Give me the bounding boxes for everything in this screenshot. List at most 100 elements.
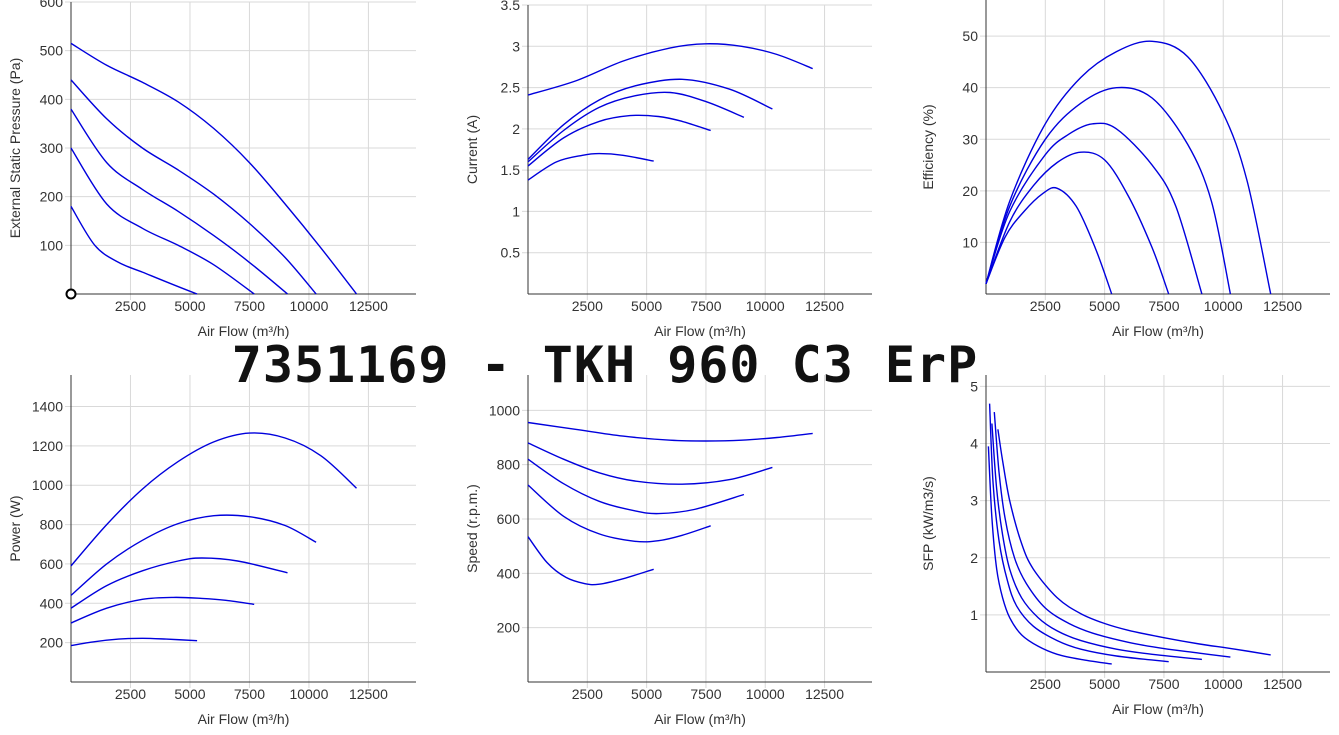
y-tick-label: 300: [40, 140, 64, 156]
speed-curve-1: [527, 421, 813, 442]
pressure-curve-2: [70, 79, 317, 295]
x-axis-label: Air Flow (m³/h): [198, 323, 290, 339]
y-axis-label: Efficiency (%): [920, 104, 936, 189]
x-tick-label: 7500: [234, 686, 265, 702]
x-tick-label: 12500: [805, 686, 844, 702]
power-curve-3: [70, 557, 288, 609]
current-curve-1: [527, 43, 813, 96]
pressure-chart: 2500 5000 7500 10000 12500 100 200 300 400 500 600…: [7, 0, 416, 339]
efficiency-chart: 2500 5000 7500 10000 12500 10 20 30 40 50 Air Flow…: [920, 0, 1330, 339]
speed-curve-2: [527, 442, 773, 485]
speed-curve-4: [527, 484, 711, 543]
y-tick-label: 100: [40, 237, 64, 253]
y-tick-label: 50: [962, 28, 978, 44]
x-axis-label: Air Flow (m³/h): [1112, 323, 1204, 339]
y-tick-label: 1.5: [501, 162, 521, 178]
y-tick-label: 800: [40, 517, 64, 533]
y-tick-label: 30: [962, 131, 978, 147]
sfp-curve-1: [997, 429, 1271, 656]
speed-chart: 2500 5000 7500 10000 12500 200 400 600 800 1000 Ai…: [464, 375, 872, 727]
x-tick-label: 7500: [234, 298, 265, 314]
pressure-curve-1: [70, 42, 358, 295]
y-tick-label: 2: [512, 121, 520, 137]
power-curve-2: [70, 514, 317, 596]
y-tick-label: 600: [40, 0, 64, 10]
x-tick-label: 7500: [1148, 298, 1179, 314]
y-tick-label: 2.5: [501, 80, 521, 96]
y-tick-label: 1: [512, 203, 520, 219]
x-tick-label: 5000: [174, 298, 205, 314]
sfp-curve-3: [991, 423, 1202, 661]
y-tick-label: 1200: [32, 438, 63, 454]
sfp-curve-4: [988, 403, 1169, 663]
operating-point-marker[interactable]: [65, 288, 77, 300]
y-axis-label: Speed (r.p.m.): [464, 484, 480, 573]
y-tick-label: 3: [970, 493, 978, 509]
page-title: 7351169 - TKH 960 C3 ErP: [231, 336, 979, 394]
x-tick-label: 10000: [1204, 676, 1243, 692]
y-tick-label: 10: [962, 234, 978, 250]
x-tick-label: 2500: [115, 686, 146, 702]
x-axis-label: Air Flow (m³/h): [198, 711, 290, 727]
y-tick-label: 800: [497, 457, 521, 473]
current-curve-4: [527, 114, 711, 167]
x-tick-label: 12500: [349, 686, 388, 702]
efficiency-curve-1: [985, 40, 1272, 295]
x-tick-label: 7500: [690, 686, 721, 702]
pressure-curve-4: [70, 147, 255, 295]
current-curve-2: [527, 78, 773, 160]
efficiency-curve-5: [985, 186, 1113, 295]
current-curve-5: [527, 152, 654, 181]
y-axis-label: SFP (kW/m3/s): [920, 476, 936, 571]
power-curve-1: [70, 432, 357, 567]
x-tick-label: 12500: [349, 298, 388, 314]
x-tick-label: 10000: [1204, 298, 1243, 314]
speed-curve-5: [527, 536, 654, 586]
y-axis-label: External Static Pressure (Pa): [7, 58, 23, 239]
power-chart: 2500 5000 7500 10000 12500 200 400 600 800 1000 12…: [7, 375, 416, 727]
y-tick-label: 600: [40, 556, 64, 572]
y-tick-label: 2: [970, 550, 978, 566]
x-tick-label: 5000: [1089, 298, 1120, 314]
sfp-curve-2: [993, 412, 1231, 658]
y-axis-label: Current (A): [464, 115, 480, 184]
y-tick-label: 400: [40, 595, 64, 611]
x-tick-label: 5000: [1089, 676, 1120, 692]
x-tick-label: 10000: [289, 298, 328, 314]
x-axis-label: Air Flow (m³/h): [1112, 701, 1204, 717]
x-tick-label: 7500: [690, 298, 721, 314]
y-tick-label: 400: [40, 91, 64, 107]
x-tick-label: 2500: [1030, 676, 1061, 692]
x-axis-label: Air Flow (m³/h): [654, 323, 746, 339]
x-tick-label: 2500: [572, 298, 603, 314]
power-curve-5: [70, 637, 198, 647]
x-tick-label: 2500: [1030, 298, 1061, 314]
x-tick-label: 12500: [1263, 298, 1302, 314]
x-tick-label: 7500: [1148, 676, 1179, 692]
y-tick-label: 3: [512, 38, 520, 54]
y-tick-label: 1: [970, 607, 978, 623]
x-tick-label: 5000: [631, 298, 662, 314]
current-chart: 2500 5000 7500 10000 12500 0.5 1 1.5 2 2.5 3 3.5 Air…: [464, 0, 872, 339]
y-tick-label: 3.5: [501, 0, 521, 13]
x-tick-label: 5000: [174, 686, 205, 702]
x-tick-label: 10000: [746, 686, 785, 702]
x-tick-label: 2500: [572, 686, 603, 702]
x-tick-label: 2500: [115, 298, 146, 314]
x-axis-label: Air Flow (m³/h): [654, 711, 746, 727]
x-tick-label: 10000: [289, 686, 328, 702]
x-tick-label: 12500: [1263, 676, 1302, 692]
y-tick-label: 600: [497, 511, 521, 527]
efficiency-curve-4: [985, 151, 1170, 295]
y-tick-label: 1000: [32, 477, 63, 493]
current-curve-3: [527, 91, 745, 163]
y-tick-label: 1000: [489, 402, 520, 418]
y-tick-label: 200: [40, 189, 64, 205]
x-tick-label: 5000: [631, 686, 662, 702]
y-tick-label: 500: [40, 43, 64, 59]
x-tick-label: 12500: [805, 298, 844, 314]
y-tick-label: 200: [40, 635, 64, 651]
y-tick-label: 4: [970, 436, 978, 452]
power-curve-4: [70, 596, 255, 624]
